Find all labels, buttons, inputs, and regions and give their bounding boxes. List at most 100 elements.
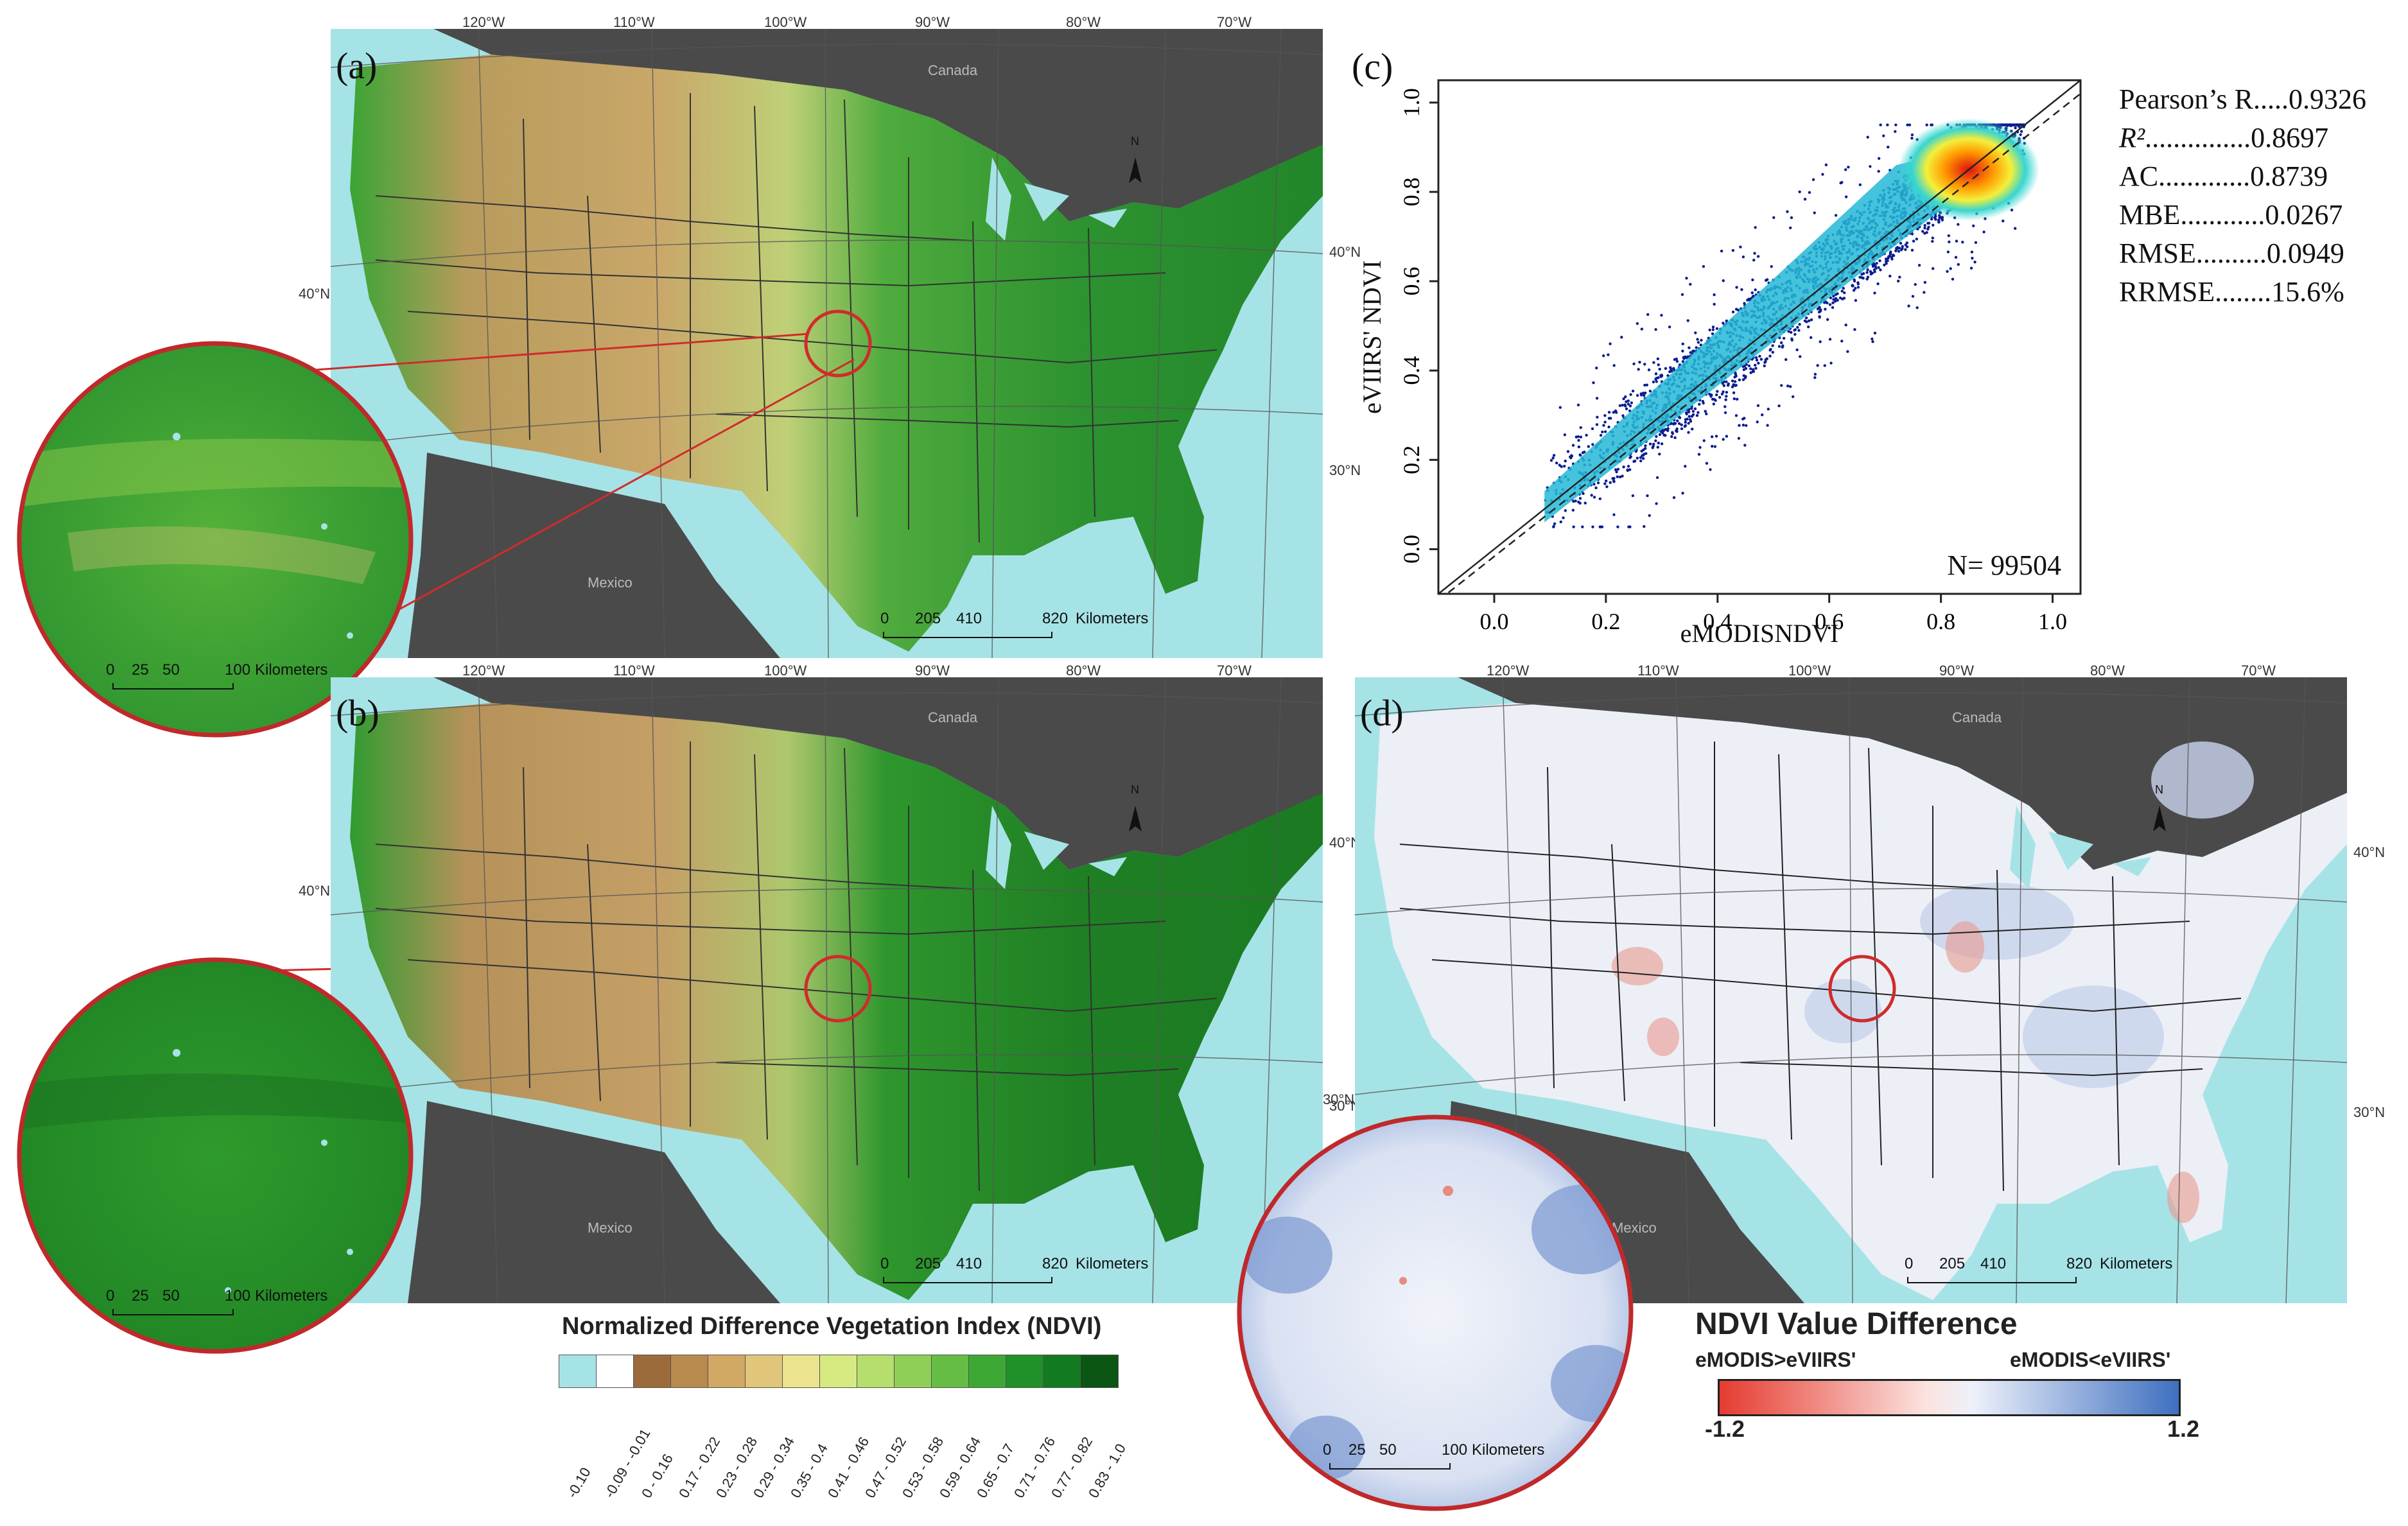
- scatter-point: [1877, 266, 1880, 269]
- scatter-point: [1681, 349, 1684, 353]
- scatter-point: [1684, 424, 1688, 428]
- scatter-point: [2016, 123, 2019, 126]
- scatter-point: [1957, 263, 1960, 266]
- scatter-point: [1658, 453, 1661, 456]
- scatter-point: [1846, 350, 1849, 353]
- canada-label: Canada: [928, 62, 978, 78]
- x-tick-label: 1.0: [2038, 609, 2067, 634]
- ndvi-map-a: [331, 29, 1323, 658]
- scatter-point: [1840, 290, 1844, 293]
- scatter-point: [1582, 492, 1585, 496]
- scatter-point: [1664, 434, 1667, 437]
- scatter-point: [1813, 211, 1816, 214]
- scatter-point: [1632, 362, 1636, 365]
- scatter-point: [1607, 425, 1610, 429]
- north-arrow-label-b: N: [1131, 783, 1139, 796]
- scatter-point: [1810, 318, 1813, 322]
- scatter-point: [1590, 494, 1593, 497]
- scatter-point: [1605, 485, 1609, 489]
- regression-line: [1445, 92, 2081, 594]
- scatter-point: [1640, 327, 1644, 331]
- scatter-point: [1643, 363, 1646, 366]
- scatter-point: [1571, 444, 1575, 447]
- y-tick-label: 1.0: [1399, 88, 1424, 117]
- scatter-point: [1622, 465, 1625, 469]
- scatter-point: [1711, 444, 1714, 448]
- scatter-point: [1552, 525, 1555, 528]
- scatter-point: [1949, 267, 1952, 270]
- zoom-scalebar-a: 0 25 50 100 Kilometers: [106, 661, 376, 700]
- scatter-point: [1691, 349, 1695, 353]
- canada-label-b: Canada: [928, 709, 978, 725]
- ndvi-legend-swatch: [857, 1355, 895, 1388]
- scatter-point: [1697, 453, 1701, 456]
- scatter-point: [1627, 403, 1630, 406]
- scatter-point: [1722, 390, 1725, 394]
- scatter-point: [1786, 384, 1790, 388]
- scatter-point: [1639, 394, 1643, 397]
- scatter-point: [1684, 411, 1688, 415]
- scatter-point: [1695, 346, 1698, 349]
- scatter-point: [1788, 226, 1792, 230]
- scatter-point: [1882, 134, 1885, 137]
- scatter-point: [1753, 252, 1756, 255]
- scatter-point: [1648, 514, 1651, 517]
- scatter-point: [1723, 405, 1727, 408]
- scatter-point: [1853, 279, 1856, 283]
- scatter-point: [1804, 316, 1808, 320]
- stat-rmse: RMSE..........0.0949: [2119, 238, 2344, 269]
- lat-label-40n-a-left: 40°N: [299, 286, 331, 302]
- scatter-point: [1724, 398, 1727, 401]
- scale-tick-820: 820: [1042, 610, 1069, 627]
- scatter-point: [1750, 291, 1754, 295]
- scatter-point: [1790, 216, 1793, 220]
- scatter-point: [1675, 427, 1679, 431]
- scatter-point: [1906, 123, 1909, 126]
- scatter-point: [1562, 516, 1565, 519]
- scatter-point: [1705, 412, 1708, 415]
- scatter-point: [1894, 130, 1897, 134]
- scatter-point: [1555, 461, 1558, 465]
- scatter-point: [1612, 364, 1616, 367]
- scatter-point: [1779, 341, 1783, 345]
- scatter-point: [1754, 356, 1758, 360]
- scatter-point: [1628, 468, 1632, 471]
- scatter-point: [1862, 272, 1865, 275]
- scatter-point: [1769, 348, 1772, 351]
- scatter-point: [1751, 278, 1754, 282]
- lat-label-30n-a: 30°N: [1329, 462, 1361, 478]
- x-tick-label: 0.4: [1703, 609, 1732, 634]
- scatter-point: [1754, 226, 1757, 229]
- scatter-point: [1754, 288, 1757, 291]
- scatter-point: [1793, 333, 1797, 336]
- x-tick-label: 0.2: [1591, 609, 1620, 634]
- scatter-point: [1925, 123, 1928, 126]
- scatter-point: [1897, 279, 1900, 282]
- scale-tick-410: 410: [956, 610, 982, 627]
- scatter-point: [1722, 279, 1725, 282]
- scatter-point: [1644, 391, 1647, 395]
- scatter-point: [1788, 385, 1792, 388]
- scatter-point: [1633, 459, 1637, 463]
- scatter-point: [1805, 320, 1808, 324]
- scatter-point: [1654, 377, 1657, 381]
- scatter-point: [1716, 390, 1719, 393]
- scatter-point: [1873, 331, 1877, 334]
- scatter-point: [1670, 369, 1673, 373]
- scatter-point: [1879, 123, 1882, 126]
- scatter-point: [1866, 275, 1870, 279]
- scatter-point: [1629, 393, 1632, 396]
- scatter-point: [1641, 454, 1644, 457]
- scatter-point: [1737, 437, 1741, 440]
- scatter-point: [1627, 399, 1630, 403]
- scatter-point: [1813, 376, 1817, 379]
- scatter-point: [1627, 465, 1630, 468]
- scatter-point: [1620, 336, 1623, 339]
- scatter-point: [1594, 486, 1598, 490]
- scatter-point: [1625, 407, 1628, 411]
- scatter-point: [1549, 458, 1553, 462]
- scatter-point: [1884, 260, 1888, 263]
- scatter-point: [1677, 422, 1681, 425]
- scatter-point: [1799, 355, 1802, 358]
- scatter-point: [1932, 223, 1935, 227]
